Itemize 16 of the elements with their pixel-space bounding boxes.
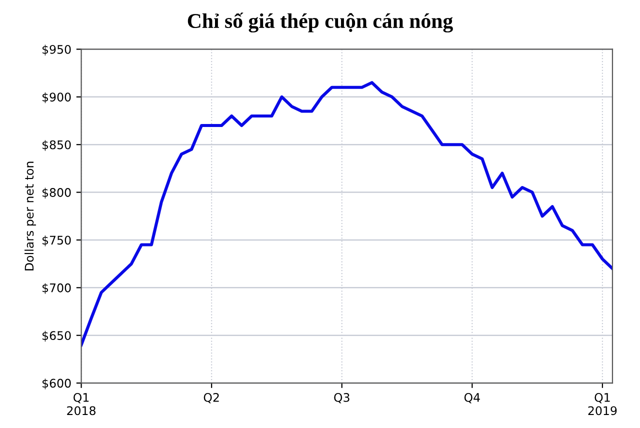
y-tick-label: $950 [42,44,71,56]
x-tick-label: Q2 [204,392,219,404]
x-tick-label: Q1 2019 [588,392,617,416]
x-tick-label: Q3 [334,392,350,404]
y-tick-label: $900 [42,92,71,104]
y-tick-label: $850 [42,140,71,151]
chart-title: Chỉ số giá thép cuộn cán nóng [188,12,453,32]
y-tick-label: $650 [42,330,71,342]
y-tick-label: $600 [42,378,71,390]
line-series [81,81,612,346]
y-axis-title: Dollars per net ton [24,162,36,270]
y-tick-label: $800 [42,188,71,199]
y-tick-label: $700 [42,283,71,294]
x-tick-label: Q4 [464,392,480,404]
x-tick-label: Q1 2018 [67,392,96,416]
y-tick-label: $750 [42,236,71,246]
